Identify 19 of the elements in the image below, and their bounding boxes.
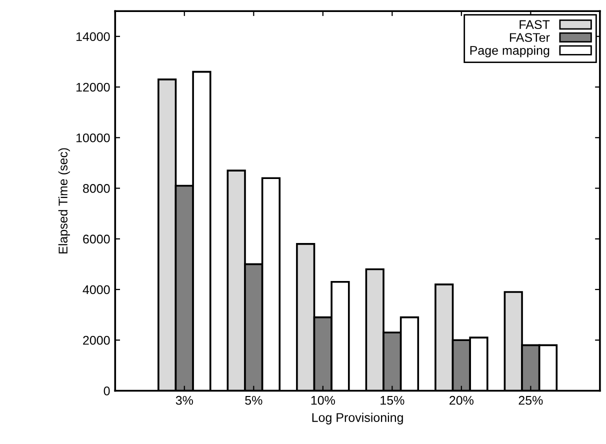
x-tick-label: 15% [380, 396, 404, 405]
y-axis-title: Elapsed Time (sec) [58, 148, 70, 254]
x-tick-label: 25% [518, 396, 543, 405]
y-tick-label: 6000 [83, 234, 110, 244]
legend-label: Page mapping [470, 46, 550, 58]
y-tick-label: 0 [104, 386, 110, 396]
x-axis-title: Log Provisioning [312, 412, 403, 424]
x-tick-label: 3% [176, 396, 193, 405]
legend-label: FAST [520, 20, 550, 30]
x-tick-label: 10% [311, 396, 335, 405]
legend-label: FASTer [510, 33, 550, 42]
y-tick-label: 2000 [83, 336, 110, 345]
y-tick-label: 12000 [76, 82, 110, 92]
y-tick-label: 4000 [82, 285, 110, 294]
x-tick-label: 5% [245, 396, 262, 405]
y-tick-label: 10000 [76, 133, 110, 142]
x-tick-label: 20% [450, 396, 474, 405]
y-tick-label: 14000 [76, 32, 110, 42]
y-tick-label: 8000 [83, 184, 110, 193]
